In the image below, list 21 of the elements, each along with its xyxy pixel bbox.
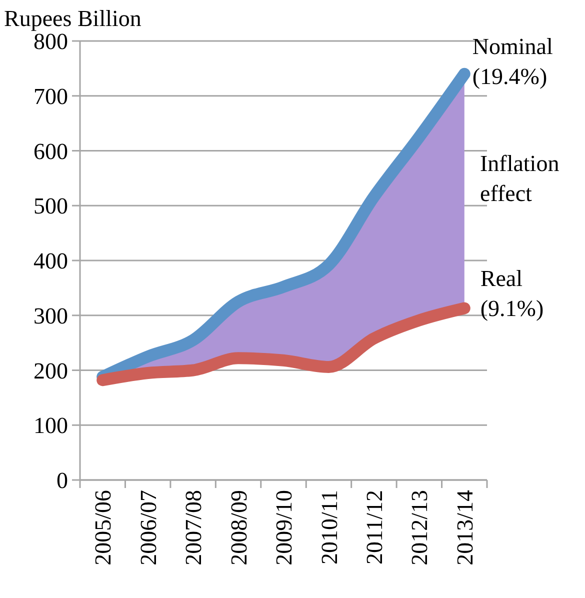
x-tick-label: 2006/07 [136,490,161,566]
y-tick-label: 100 [34,413,68,438]
x-tick-label: 2008/09 [226,490,252,566]
annotation: Inflation effect [480,151,560,206]
series-label: Real (9.1%) [480,266,544,322]
y-tick-label: 200 [34,358,68,384]
y-axis-title: Rupees Billion [4,6,142,31]
y-tick-label: 300 [34,303,68,328]
x-tick-label: 2011/12 [362,490,387,565]
y-tick-label: 600 [34,138,68,164]
x-tick-label: 2013/14 [452,490,478,566]
y-tick-label: 0 [56,468,68,494]
x-tick-label: 2005/06 [90,490,116,566]
x-tick-label: 2012/13 [407,490,432,566]
x-tick-label: 2007/08 [181,490,206,566]
x-tick-label: 2009/10 [272,490,297,566]
y-tick-label: 700 [34,84,68,109]
x-tick-label: 2010/11 [316,490,342,565]
y-tick-label: 400 [34,248,68,274]
series-label: Nominal (19.4%) [472,34,553,89]
y-tick-label: 500 [34,194,68,219]
